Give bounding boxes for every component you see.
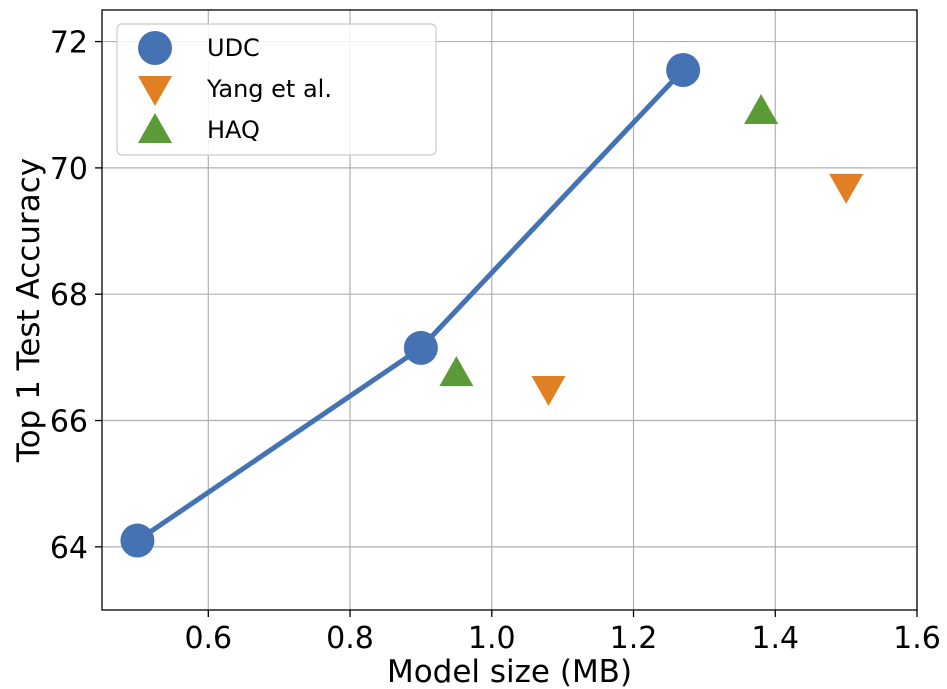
x-tick-label: 1.6 [893,621,941,656]
data-point-udc [120,523,155,558]
data-point-haq [439,356,474,387]
data-point-yang-et-al [531,375,566,406]
legend-marker [138,113,172,143]
x-tick-label: 1.2 [610,621,658,656]
legend-label: Yang et al. [206,75,332,103]
series-yang-et-al [531,173,864,406]
legend: UDC Yang et al. HAQ [116,23,437,156]
axis-ticks: 0.6 0.8 1.0 1.2 1.4 1.6 64 66 68 70 72 [50,26,941,656]
series-udc [120,53,701,558]
x-tick-label: 0.8 [326,621,374,656]
x-axis-label: Model size (MB) [387,654,632,689]
y-tick-label: 64 [50,531,88,566]
y-axis-label: Top 1 Test Accuracy [11,158,47,463]
data-point-haq [744,94,779,125]
plot-frame [101,9,918,611]
y-tick-label: 72 [50,26,88,61]
legend-box [116,23,437,156]
series-haq [439,94,779,387]
data-point-yang-et-al [829,173,864,204]
data-point-udc [666,53,701,87]
legend-marker [138,76,172,106]
x-tick-label: 1.0 [468,621,516,656]
y-tick-label: 68 [50,278,88,313]
series-layer [120,53,864,558]
y-tick-label: 70 [50,152,88,187]
x-tick-label: 1.4 [751,621,799,656]
legend-label: UDC [207,34,260,62]
legend-marker [138,31,172,65]
y-tick-label: 66 [50,405,88,440]
legend-label: HAQ [207,116,260,144]
x-tick-label: 0.6 [184,621,232,656]
data-point-udc [403,330,438,365]
